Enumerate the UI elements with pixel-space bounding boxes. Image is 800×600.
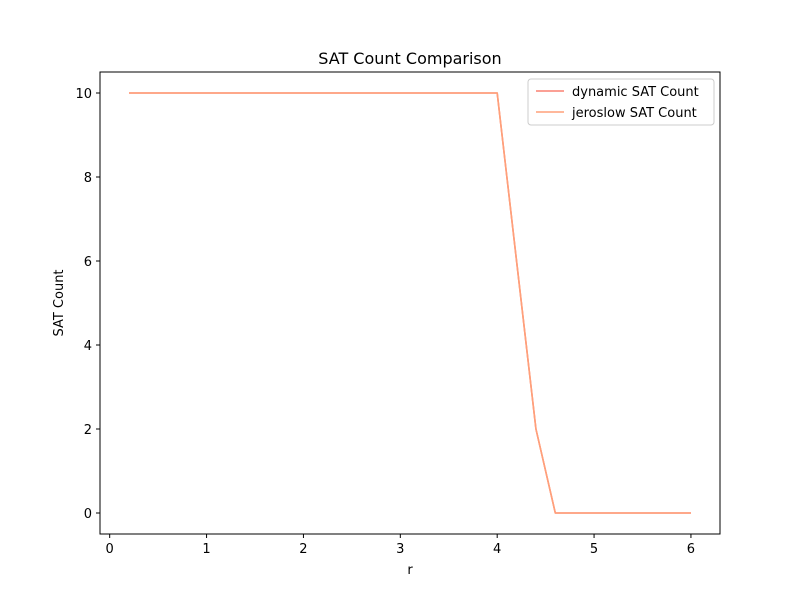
y-tick-label: 8 xyxy=(84,171,92,186)
x-tick-label: 2 xyxy=(299,542,307,557)
x-axis-label: r xyxy=(407,563,413,578)
x-tick-label: 0 xyxy=(106,542,114,557)
x-axis-ticks: 0 1 2 3 4 5 6 xyxy=(106,534,695,557)
legend-box xyxy=(527,78,715,126)
chart-title: SAT Count Comparison xyxy=(318,49,501,68)
x-tick-label: 1 xyxy=(202,542,210,557)
y-axis-label: SAT Count xyxy=(52,269,67,336)
x-tick-label: 4 xyxy=(493,542,501,557)
series-line-jeroslow xyxy=(129,92,691,514)
y-tick-label: 10 xyxy=(75,87,92,102)
axes-frame xyxy=(99,71,721,535)
legend-label: dynamic SAT Count xyxy=(572,85,699,100)
y-tick-label: 6 xyxy=(84,255,92,270)
x-tick-label: 3 xyxy=(396,542,404,557)
y-tick-label: 4 xyxy=(84,339,92,354)
legend: dynamic SAT Count jeroslow SAT Count xyxy=(527,78,715,126)
y-axis-ticks: 0 2 4 6 8 10 xyxy=(75,87,100,522)
y-tick-label: 2 xyxy=(84,423,92,438)
y-tick-label: 0 xyxy=(84,507,92,522)
x-tick-label: 6 xyxy=(687,542,695,557)
legend-label: jeroslow SAT Count xyxy=(571,106,697,121)
series-lines xyxy=(129,92,691,514)
x-tick-label: 5 xyxy=(590,542,598,557)
